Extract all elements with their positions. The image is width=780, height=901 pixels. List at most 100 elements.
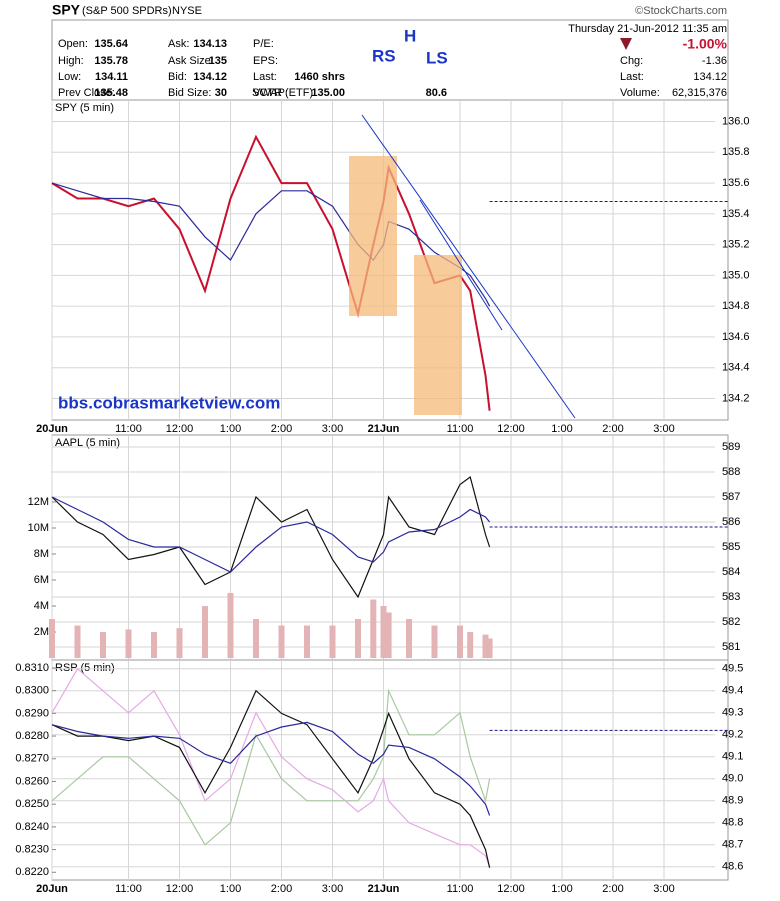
symbol: SPY [52, 2, 81, 18]
y2-tick-label: 0.8270 [15, 753, 49, 765]
quote-value: 134.11 [95, 71, 128, 83]
volume-bar [49, 619, 55, 659]
volume-bar [227, 593, 234, 659]
quote-label: High: [58, 55, 84, 67]
volume-bar [176, 628, 183, 659]
x-tick-label: 1:00 [220, 883, 241, 895]
volume-bar [486, 638, 493, 659]
y2-tick-label: 0.8280 [15, 730, 49, 742]
panel-title: SPY (5 min) [55, 102, 114, 114]
quote-value: 135.64 [94, 38, 129, 50]
sctr-label: SCTR (ETF): [252, 87, 316, 99]
quote-label: Bid: [168, 71, 187, 83]
quote-label: Open: [58, 38, 88, 50]
y-tick-label: 49.0 [722, 773, 743, 785]
quote-label: Ask: [168, 38, 189, 50]
y2-tick-label: 0.8310 [15, 662, 49, 674]
x-tick-label: 21Jun [368, 883, 400, 895]
quote-value: 135 [209, 55, 227, 67]
panel [51, 659, 729, 881]
highlight-box [349, 156, 397, 316]
quote-value: 134.13 [193, 38, 227, 50]
y-tick-label: 135.8 [722, 146, 750, 158]
x-tick-label: 2:00 [271, 883, 292, 895]
volume-bar [431, 625, 438, 659]
y-tick-label: 48.6 [722, 861, 743, 873]
x-tick-label: 12:00 [497, 883, 525, 895]
x-tick-label: 12:00 [166, 883, 194, 895]
change-pct: -1.00% [683, 36, 728, 52]
y-tick-label: 48.7 [722, 839, 743, 851]
y-tick-label: 135.0 [722, 269, 750, 281]
quote-value: 1460 shrs [294, 71, 345, 83]
annotation: RS [372, 46, 396, 65]
y-tick-label: 134.8 [722, 300, 750, 312]
y-tick-label: 135.2 [722, 239, 750, 251]
quote-value: 134.12 [193, 71, 227, 83]
y-tick-label: 588 [722, 466, 740, 478]
x-tick-label: 20Jun [36, 423, 68, 435]
y-tick-label: 49.1 [722, 751, 743, 763]
annotation: H [404, 26, 416, 45]
y-tick-label: 134.4 [722, 362, 750, 374]
annotation: LS [426, 48, 448, 67]
volume-bar [125, 629, 132, 659]
date: Thursday 21-Jun-2012 11:35 am [568, 23, 727, 35]
y-tick-label: 581 [722, 641, 740, 653]
highlight-box [414, 255, 462, 415]
summary-value: 134.12 [693, 71, 727, 83]
y2-tick-label: 0.8290 [15, 707, 49, 719]
y2-tick-label: 2M [34, 626, 49, 638]
trend-line [419, 199, 503, 331]
y-tick-label: 134.2 [722, 392, 750, 404]
quote-label: Ask Size: [168, 55, 214, 67]
x-tick-label: 11:00 [115, 423, 142, 435]
x-tick-label: 11:00 [447, 883, 474, 895]
x-tick-label: 12:00 [166, 423, 194, 435]
volume-bar [278, 625, 285, 659]
source: ©StockCharts.com [635, 5, 727, 17]
volume-bar [202, 606, 208, 659]
y-tick-label: 135.4 [722, 208, 750, 220]
volume-bar [380, 606, 387, 659]
x-tick-label: 20Jun [36, 883, 68, 895]
quote-box [51, 19, 729, 101]
y-tick-label: 135.6 [722, 177, 750, 189]
x-tick-label: 11:00 [447, 423, 474, 435]
price-line [51, 475, 491, 599]
price-line [51, 689, 491, 868]
x-tick-label: 3:00 [322, 883, 343, 895]
x-tick-label: 3:00 [653, 883, 674, 895]
exchange: NYSE [172, 5, 202, 17]
y2-tick-label: 10M [28, 522, 49, 534]
y-tick-label: 49.2 [722, 729, 743, 741]
quote-label: EPS: [253, 55, 278, 67]
volume-bar [151, 632, 157, 659]
y2-tick-label: 0.8220 [15, 866, 49, 878]
y2-tick-label: 0.8260 [15, 775, 49, 787]
down-arrow [620, 38, 632, 50]
y2-tick-label: 0.8240 [15, 821, 49, 833]
y2-tick-label: 0.8300 [15, 685, 49, 697]
volume-bar [74, 625, 81, 659]
watermark: bbs.cobrasmarketview.com [58, 393, 280, 412]
y-tick-label: 134.6 [722, 331, 750, 343]
symbol-name: (S&P 500 SPDRs) [82, 5, 172, 17]
x-tick-label: 3:00 [322, 423, 343, 435]
price-line [51, 667, 491, 868]
volume-bar [385, 612, 392, 659]
volume-bar [467, 632, 474, 659]
y-tick-label: 582 [722, 616, 740, 628]
volume-bar [100, 632, 106, 659]
volume-bar [304, 625, 310, 659]
quote-value: 30 [215, 87, 227, 99]
x-tick-label: 2:00 [602, 423, 623, 435]
summary-value: 62,315,376 [672, 87, 727, 99]
panel-title: RSP (5 min) [55, 662, 115, 674]
summary-label: Volume: [620, 87, 660, 99]
y-tick-label: 48.9 [722, 795, 743, 807]
trend-line [361, 114, 576, 419]
quote-label: P/E: [253, 38, 274, 50]
price-line [51, 496, 491, 573]
volume-bar [457, 625, 463, 659]
